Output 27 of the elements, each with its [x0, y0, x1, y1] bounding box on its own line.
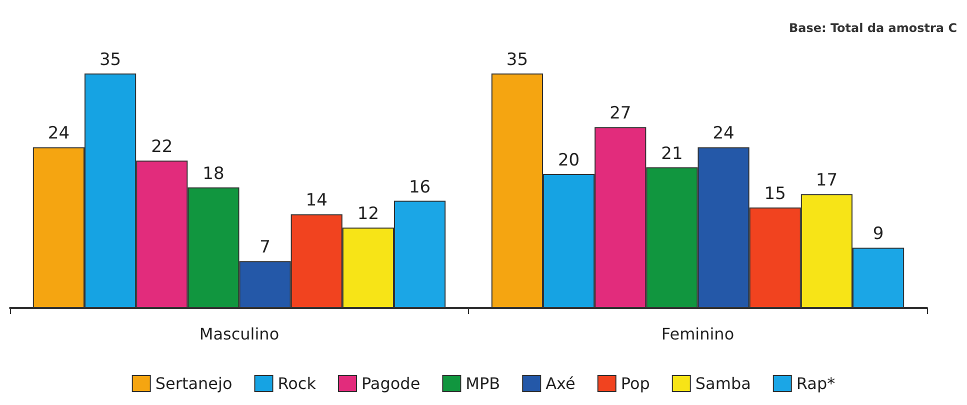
data-label: 21 — [661, 144, 683, 164]
data-label: 16 — [408, 177, 431, 198]
data-label: 15 — [764, 184, 786, 204]
x-tick-label: Feminino — [661, 324, 734, 344]
data-label: 9 — [872, 224, 884, 244]
data-label: 35 — [99, 50, 122, 70]
data-label: 17 — [816, 170, 838, 191]
legend-label: Axé — [546, 374, 576, 393]
data-label: 24 — [48, 124, 70, 144]
legend-label: Samba — [695, 374, 751, 393]
data-label: 27 — [610, 104, 632, 124]
data-label: 12 — [357, 204, 380, 224]
legend-label: Rock — [278, 374, 317, 393]
text: Base: Total da amostra C — [788, 21, 958, 35]
data-label: 20 — [558, 150, 580, 170]
legend-label: Pop — [620, 374, 650, 393]
legend-label: Pagode — [361, 374, 420, 393]
legend-label: Rap* — [796, 374, 836, 393]
data-label: 18 — [202, 164, 224, 184]
data-label: 35 — [506, 50, 528, 70]
data-label: 22 — [151, 137, 173, 158]
data-label: 24 — [712, 124, 734, 144]
legend-label: Sertanejo — [155, 374, 232, 393]
data-label: 14 — [306, 190, 328, 211]
x-tick-label: Masculino — [199, 324, 280, 344]
data-label: 7 — [260, 238, 270, 258]
legend-label: MPB — [466, 374, 500, 393]
